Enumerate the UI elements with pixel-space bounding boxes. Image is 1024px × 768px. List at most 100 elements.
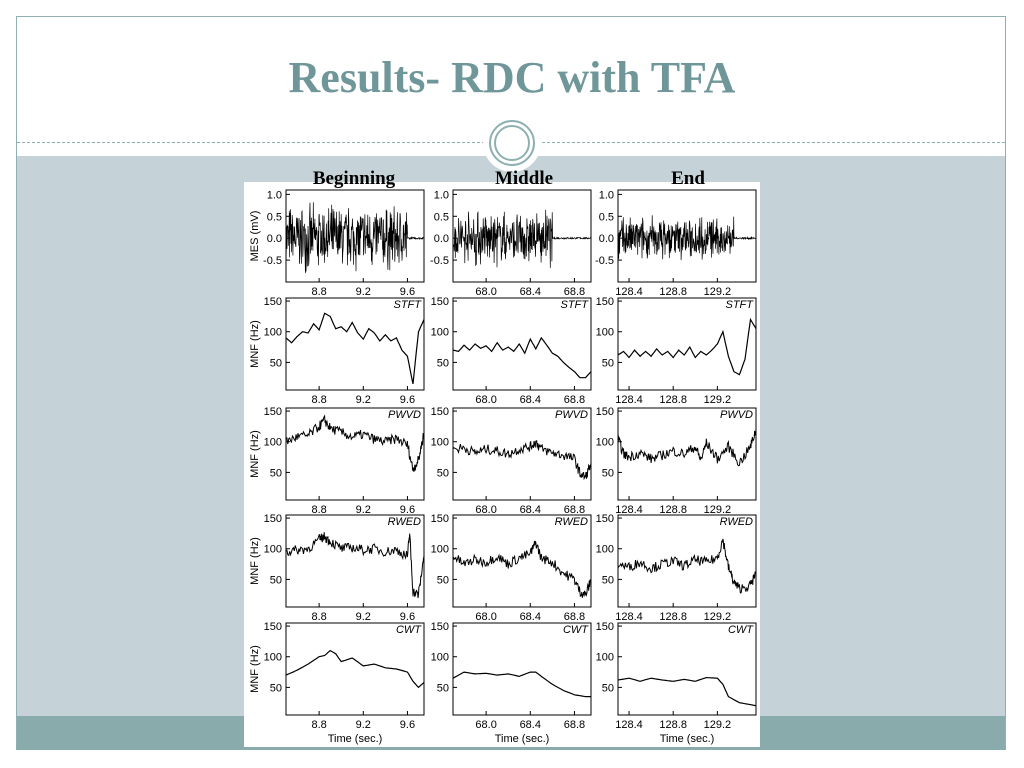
- x-tick-label: 129.2: [704, 394, 732, 406]
- y-tick-label: 0.5: [434, 211, 449, 223]
- x-tick-label: 9.6: [400, 394, 415, 406]
- method-label: STFT: [726, 299, 755, 311]
- y-tick-label: -0.5: [430, 255, 449, 267]
- x-tick-label: 128.4: [615, 286, 643, 298]
- x-tick-label: 128.8: [659, 611, 687, 623]
- x-tick-label: 9.6: [400, 611, 415, 623]
- x-tick-label: 8.8: [311, 394, 326, 406]
- mnf-series-line: [285, 532, 425, 599]
- x-tick-label: 128.8: [659, 286, 687, 298]
- plot-frame: [452, 514, 592, 608]
- method-label: CWT: [728, 624, 754, 636]
- y-tick-label: 100: [431, 652, 449, 664]
- mnf-series-line: [452, 336, 592, 379]
- method-label: STFT: [561, 299, 590, 311]
- y-tick-label: 150: [431, 621, 449, 633]
- x-tick-label: 68.0: [475, 286, 496, 298]
- x-tick-label: 68.8: [564, 394, 585, 406]
- method-label: PWVD: [388, 409, 421, 421]
- y-tick-label: 0.0: [434, 233, 449, 245]
- mnf-series-line: [452, 440, 592, 481]
- y-tick-label: 1.0: [599, 189, 614, 201]
- y-tick-label: 150: [264, 406, 282, 418]
- y-tick-label: 1.0: [434, 189, 449, 201]
- method-label: STFT: [394, 299, 423, 311]
- plot-frame: [285, 297, 425, 391]
- y-tick-label: 100: [596, 652, 614, 664]
- y-tick-label: 50: [270, 574, 282, 586]
- plot-frame: [617, 297, 757, 391]
- x-tick-label: 8.8: [311, 286, 326, 298]
- mnf-series-line: [285, 649, 425, 689]
- method-label: CWT: [396, 624, 422, 636]
- y-tick-label: 100: [596, 437, 614, 449]
- x-tick-label: 128.4: [615, 611, 643, 623]
- x-tick-label: 9.2: [356, 719, 371, 731]
- y-tick-label: 150: [596, 296, 614, 308]
- plot-frame: [617, 622, 757, 716]
- mnf-series-line: [617, 676, 757, 707]
- mnf-series-line: [617, 538, 757, 594]
- column-heading-end: End: [671, 168, 705, 189]
- y-tick-label: 50: [602, 682, 614, 694]
- x-tick-label: 8.8: [311, 719, 326, 731]
- plot-frame: [617, 514, 757, 608]
- y-axis-label: MNF (Hz): [249, 645, 261, 693]
- y-tick-label: 0.5: [599, 211, 614, 223]
- y-tick-label: 100: [264, 437, 282, 449]
- x-tick-label: 68.0: [475, 394, 496, 406]
- x-tick-label: 9.6: [400, 504, 415, 516]
- y-axis-label: MES (mV): [249, 211, 261, 262]
- mnf-series-line: [452, 540, 592, 598]
- x-tick-label: 129.2: [704, 719, 732, 731]
- y-tick-label: 150: [264, 621, 282, 633]
- x-tick-label: 68.0: [475, 611, 496, 623]
- x-tick-label: 129.2: [704, 504, 732, 516]
- x-tick-label: 128.4: [615, 504, 643, 516]
- x-tick-label: 68.4: [520, 719, 541, 731]
- y-tick-label: 150: [596, 513, 614, 525]
- x-tick-label: 9.2: [356, 394, 371, 406]
- y-tick-label: 150: [596, 406, 614, 418]
- x-tick-label: 9.6: [400, 286, 415, 298]
- y-axis-label: MNF (Hz): [249, 430, 261, 478]
- y-axis-label: MNF (Hz): [249, 537, 261, 585]
- y-tick-label: 0.0: [267, 233, 282, 245]
- y-tick-label: 50: [270, 682, 282, 694]
- mnf-series-line: [285, 414, 425, 472]
- x-tick-label: 68.0: [475, 719, 496, 731]
- x-tick-label: 128.8: [659, 394, 687, 406]
- x-axis-label: Time (sec.): [328, 733, 383, 745]
- slide-title: Results- RDC with TFA: [288, 53, 736, 102]
- y-tick-label: 50: [602, 467, 614, 479]
- method-label: RWED: [555, 516, 588, 528]
- x-tick-label: 68.8: [564, 286, 585, 298]
- tfa-figure: 8.8 9.2 9.6 1.0 0.5 0.0 -0.5 68.0 68.4 68.8 1.0 0.5…: [249, 189, 757, 745]
- x-tick-label: 68.8: [564, 504, 585, 516]
- mnf-series-line: [617, 317, 757, 376]
- mes-signal-line: [617, 215, 757, 261]
- x-tick-label: 8.8: [311, 504, 326, 516]
- plot-frame: [285, 514, 425, 608]
- y-tick-label: 50: [270, 357, 282, 369]
- plot-frame: [452, 622, 592, 716]
- y-tick-label: 150: [431, 296, 449, 308]
- y-tick-label: 50: [602, 574, 614, 586]
- x-tick-label: 68.8: [564, 611, 585, 623]
- figure-panel: 8.8 9.2 9.6 1.0 0.5 0.0 -0.5 68.0 68.4 68.8 1.0 0.5…: [244, 182, 760, 747]
- y-tick-label: -0.5: [595, 255, 614, 267]
- method-label: PWVD: [555, 409, 588, 421]
- y-tick-label: -0.5: [263, 255, 282, 267]
- column-heading-middle: Middle: [494, 168, 554, 189]
- plot-frame: [452, 407, 592, 501]
- mnf-series-line: [617, 429, 757, 467]
- method-label: CWT: [563, 624, 589, 636]
- plot-frame: [285, 622, 425, 716]
- plot-frame: [285, 189, 425, 283]
- x-tick-label: 9.2: [356, 286, 371, 298]
- y-axis-label: MNF (Hz): [249, 320, 261, 368]
- x-tick-label: 9.2: [356, 611, 371, 623]
- x-tick-label: 129.2: [704, 611, 732, 623]
- x-tick-label: 128.8: [659, 719, 687, 731]
- y-tick-label: 1.0: [267, 189, 282, 201]
